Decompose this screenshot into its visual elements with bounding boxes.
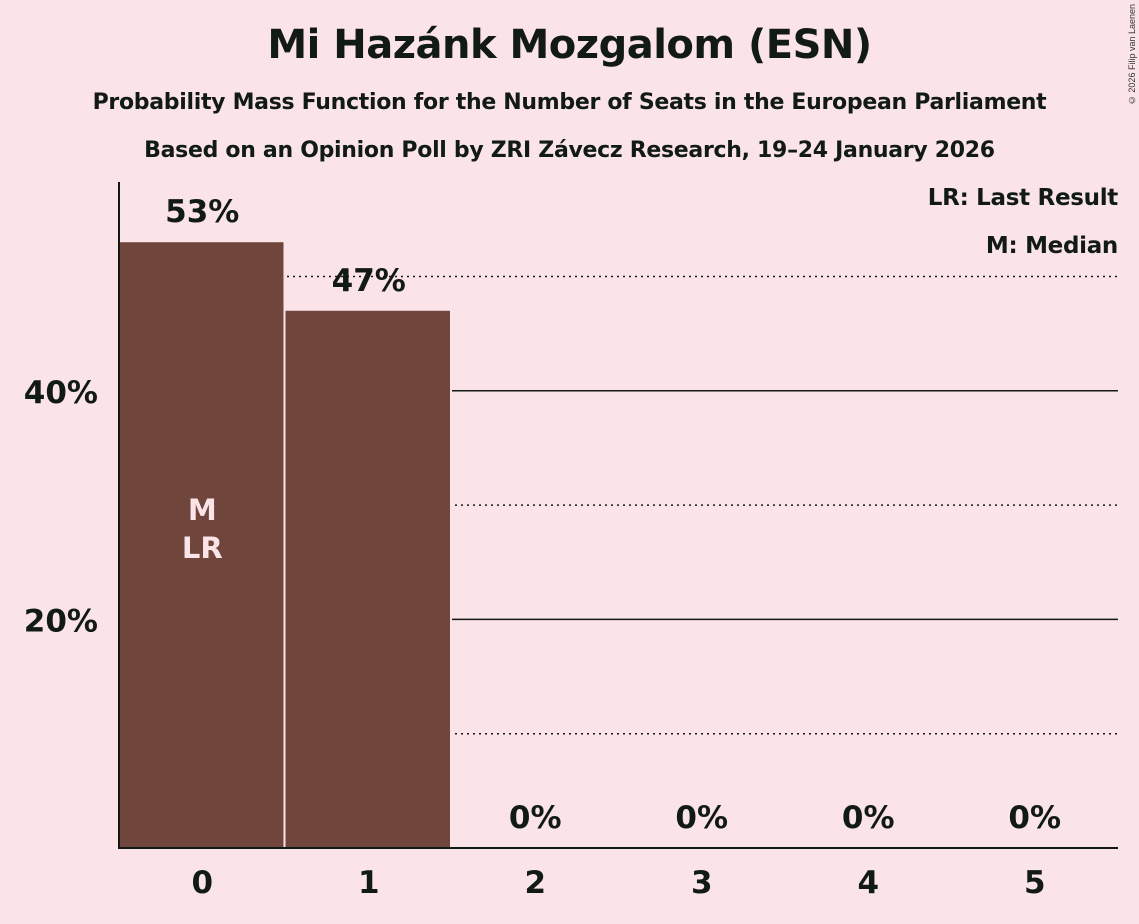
bar-value-label: 0% [1008, 800, 1061, 836]
bar-value-label: 53% [165, 194, 239, 230]
x-tick-label: 4 [857, 865, 879, 901]
annotation-lr: LR [182, 531, 223, 565]
bar-value-label: 0% [675, 800, 728, 836]
bar-0 [119, 242, 284, 848]
legend-median: M: Median [985, 233, 1118, 259]
bar-gap [450, 310, 452, 848]
annotation-m: M [188, 493, 217, 527]
bar-1 [285, 310, 450, 848]
y-tick-label: 20% [24, 603, 98, 639]
x-tick-label: 1 [358, 865, 380, 901]
bar-gap [283, 242, 286, 848]
legend-last-result: LR: Last Result [927, 185, 1119, 211]
x-tick-label: 2 [524, 865, 546, 901]
bar-value-label: 0% [842, 800, 895, 836]
x-tick-label: 0 [191, 865, 213, 901]
y-tick-label: 40% [24, 375, 98, 411]
x-tick-label: 3 [691, 865, 713, 901]
chart-subtitle: Probability Mass Function for the Number… [92, 90, 1047, 115]
chart-source: Based on an Opinion Poll by ZRI Závecz R… [144, 138, 995, 163]
x-tick-label: 5 [1024, 865, 1046, 901]
bar-value-label: 47% [332, 263, 406, 299]
bar-value-label: 0% [509, 800, 562, 836]
chart-title: Mi Hazánk Mozgalom (ESN) [267, 22, 872, 68]
